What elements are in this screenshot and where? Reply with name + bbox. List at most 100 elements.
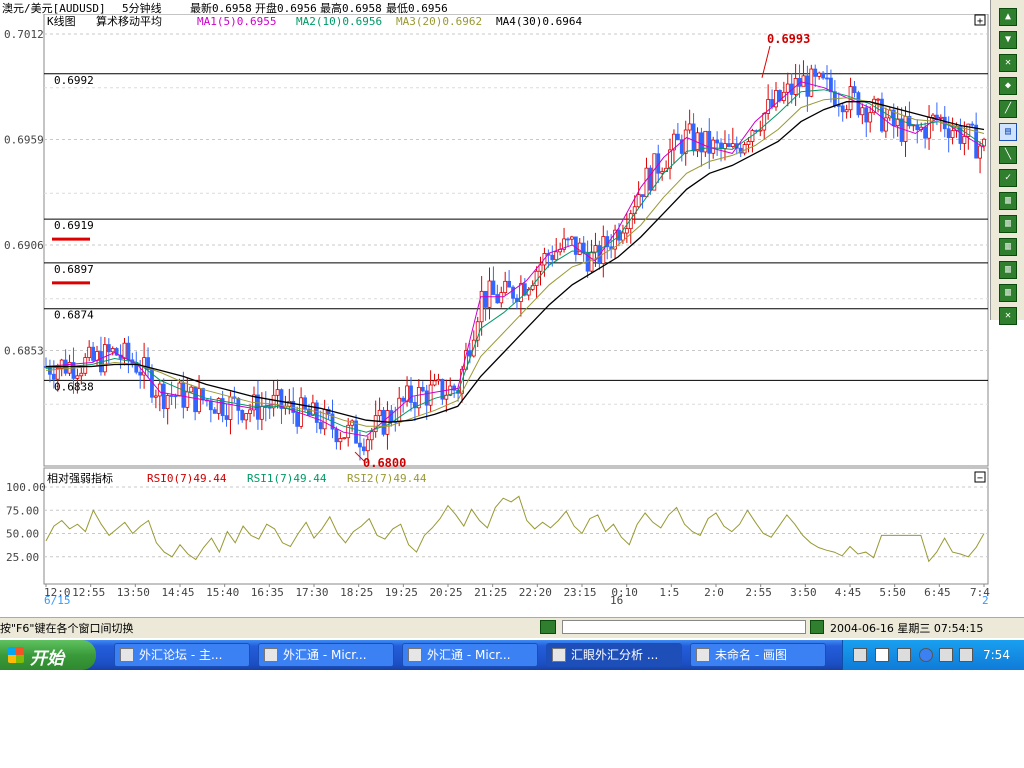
ma-legend-4: MA4(30)0.6964: [496, 15, 582, 28]
toolbar-button-8[interactable]: ▥: [999, 192, 1017, 210]
level-line-label: 0.6897: [54, 263, 94, 276]
candle-body: [59, 359, 64, 369]
toolbar-button-9[interactable]: ▥: [999, 215, 1017, 233]
rsi-y-tick: 100.00: [6, 481, 46, 494]
ie-icon: [120, 648, 134, 662]
toolbar-button-3[interactable]: ◆: [999, 77, 1017, 95]
indicator-name: 算术移动平均: [96, 14, 162, 28]
candle-body: [216, 398, 221, 414]
toolbar-button-13[interactable]: ✕: [999, 307, 1017, 325]
candle-body: [668, 149, 672, 169]
candlestick-layer: [44, 60, 986, 463]
windows-logo-icon: [8, 647, 24, 663]
task-forex-forum[interactable]: 外汇论坛 - 主...: [114, 643, 250, 667]
task-forex-tong-2[interactable]: 外汇通 - Micr...: [402, 643, 538, 667]
candle-body: [550, 254, 555, 261]
x-tick-label: 21:25: [474, 586, 507, 599]
collapse-icon-glyph: −: [977, 473, 983, 484]
collapse-icon: [974, 471, 986, 483]
candle-body: [554, 251, 559, 261]
keyboard-icon[interactable]: [853, 648, 867, 662]
candle-body: [648, 167, 653, 191]
ie-icon: [408, 648, 422, 662]
start-button[interactable]: 开始: [0, 640, 96, 670]
price-panel-title: K线图: [47, 14, 76, 28]
x-tick-label: 12:55: [72, 586, 105, 599]
price-chart[interactable]: K线图 算术移动平均 MA1(5)0.6955 MA2(10)0.6956 MA3(20…: [0, 14, 990, 616]
candle-body: [55, 367, 60, 380]
candle-body: [212, 409, 217, 414]
candle-body: [766, 99, 771, 114]
status-input-field[interactable]: [562, 620, 806, 634]
candle-body: [193, 386, 198, 413]
candle-body: [511, 286, 515, 299]
calculator-icon[interactable]: [540, 620, 556, 634]
period-label: 5分钟线: [122, 2, 162, 15]
candle-body: [958, 126, 963, 144]
candle-body: [573, 236, 578, 255]
task-forex-tong-1[interactable]: 外汇通 - Micr...: [258, 643, 394, 667]
low-marker-line: [354, 451, 366, 463]
candle-body: [479, 290, 484, 323]
toolbar-button-2[interactable]: ✕: [999, 54, 1017, 72]
toolbar-button-6[interactable]: ╲: [999, 146, 1017, 164]
candle-body: [829, 77, 833, 93]
toolbar-button-11[interactable]: ▥: [999, 261, 1017, 279]
candle-body: [436, 378, 441, 382]
candle-body: [428, 384, 433, 406]
chevron-left-icon[interactable]: [919, 648, 933, 662]
candle-body: [361, 446, 366, 452]
toolbar-button-12[interactable]: ▥: [999, 284, 1017, 302]
task-paint[interactable]: 未命名 - 画图: [690, 643, 826, 667]
x-tick-label: 5:50: [879, 586, 906, 599]
tray-clock: 7:54: [983, 648, 1010, 662]
network-icon[interactable]: [897, 648, 911, 662]
toolbar-button-10[interactable]: ▥: [999, 238, 1017, 256]
x-tick-label: 17:30: [295, 586, 328, 599]
candle-body: [719, 142, 723, 149]
price-y-tick: 0.6906: [4, 239, 44, 252]
candle-body: [401, 397, 406, 402]
task-forex-analysis[interactable]: 汇眼外汇分析 ...: [546, 643, 682, 667]
candle-body: [322, 408, 327, 430]
rsi-line: [45, 495, 985, 563]
toolbar-button-1[interactable]: ▼: [999, 31, 1017, 49]
volume-icon[interactable]: [939, 648, 953, 662]
ma-legend-2: MA2(10)0.6956: [296, 15, 382, 28]
candle-body: [836, 105, 841, 107]
x-tick-label: 1:5: [659, 586, 679, 599]
candle-body: [432, 380, 437, 386]
rsi-panel-title: 相对强弱指标: [47, 471, 113, 485]
toolbar-button-5[interactable]: ▤: [999, 123, 1017, 141]
candle-body: [621, 232, 625, 241]
candle-body: [95, 351, 99, 361]
candle-body: [805, 75, 810, 97]
antivirus-icon[interactable]: [959, 648, 973, 662]
candle-body: [950, 130, 955, 139]
candle-body: [416, 386, 421, 409]
toolbar-button-7[interactable]: ✓: [999, 169, 1017, 187]
status-datetime: 2004-06-16 星期三 07:54:15: [830, 622, 984, 635]
lightbulb-icon[interactable]: [810, 620, 824, 634]
toolbar-button-4[interactable]: ╱: [999, 100, 1017, 118]
toolbar-button-0[interactable]: ▲: [999, 8, 1017, 26]
candle-body: [275, 389, 280, 396]
candle-body: [644, 167, 649, 198]
candle-body: [440, 378, 445, 400]
candle-body: [699, 132, 704, 153]
candle-body: [420, 386, 425, 392]
candle-body: [173, 395, 178, 398]
help-icon[interactable]: [875, 648, 889, 662]
candle-body: [106, 344, 111, 353]
candle-body: [452, 385, 457, 391]
rsi-legend-0: RSI0(7)49.44: [147, 472, 227, 485]
candle-body: [220, 398, 225, 417]
candle-body: [110, 348, 115, 353]
candle-body: [707, 130, 712, 154]
candle-body: [825, 77, 829, 80]
candle-body: [923, 126, 928, 139]
candle-body: [365, 439, 370, 452]
candle-body: [114, 348, 119, 356]
candle-body: [711, 139, 716, 154]
candle-body: [405, 385, 409, 402]
